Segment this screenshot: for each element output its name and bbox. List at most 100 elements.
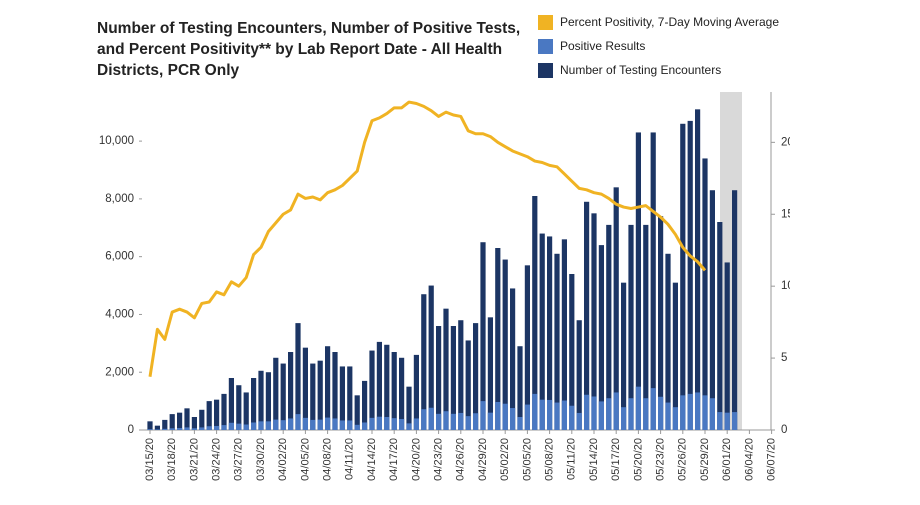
bar: [687, 120, 693, 430]
x-tick-label: 05/05/20: [521, 438, 533, 481]
x-tick-label: 06/07/20: [766, 438, 778, 481]
bar: [273, 357, 279, 430]
x-tick-label: 06/04/20: [743, 438, 755, 481]
bar: [362, 422, 368, 430]
x-tick-label: 04/14/20: [366, 438, 378, 481]
bar: [391, 352, 397, 430]
bar: [502, 403, 508, 430]
bar: [302, 347, 308, 430]
bar: [732, 190, 738, 430]
bar: [295, 414, 301, 430]
bar: [428, 285, 434, 430]
x-tick-label: 04/02/20: [277, 438, 289, 481]
bar: [325, 346, 331, 430]
bar: [310, 419, 316, 430]
bar: [332, 418, 338, 430]
x-tick-label: 03/21/20: [188, 438, 200, 481]
bar: [413, 418, 419, 430]
bar: [495, 248, 501, 430]
bar: [495, 401, 501, 430]
x-tick-label: 03/18/20: [166, 438, 178, 481]
x-tick-label: 06/01/20: [721, 438, 733, 481]
y-tick-label: 10,000: [99, 135, 134, 147]
bar: [635, 132, 641, 430]
bar: [280, 363, 286, 430]
bar: [643, 398, 649, 430]
bar: [584, 201, 590, 430]
bar: [695, 109, 701, 430]
bar: [443, 308, 449, 430]
bar: [184, 408, 190, 430]
bar: [724, 412, 730, 430]
legend-swatch: [538, 63, 553, 78]
bar: [561, 400, 567, 430]
bar: [162, 428, 168, 430]
bar: [702, 158, 708, 430]
chart-title: Number of Testing Encounters, Number of …: [97, 20, 521, 79]
y2-tick-label: 20: [781, 136, 790, 148]
bar: [524, 265, 530, 430]
bar: [147, 429, 153, 430]
bar: [369, 350, 375, 430]
bar: [347, 420, 353, 430]
bar: [450, 413, 456, 430]
bar: [347, 366, 353, 430]
bar: [258, 370, 264, 430]
x-tick-label: 05/23/20: [655, 438, 667, 481]
x-tick-label: 05/02/20: [499, 438, 511, 481]
y-tick-label: 8,000: [105, 193, 134, 205]
bar: [339, 420, 345, 430]
bar: [169, 428, 175, 430]
bar: [280, 420, 286, 430]
bar: [413, 354, 419, 430]
bar: [265, 421, 271, 430]
bar: [680, 123, 686, 431]
x-tick-label: 04/17/20: [388, 438, 400, 481]
legend-label: Positive Results: [560, 39, 645, 53]
bar: [339, 366, 345, 430]
x-tick-label: 03/27/20: [233, 438, 245, 481]
bar: [598, 401, 604, 430]
bar: [569, 274, 575, 430]
bar: [384, 344, 390, 430]
x-tick-label: 05/14/20: [588, 438, 600, 481]
bar: [621, 282, 627, 430]
bar: [228, 422, 234, 430]
bar: [502, 259, 508, 430]
y-tick-label: 4,000: [105, 308, 134, 320]
bar: [251, 378, 257, 430]
bar: [406, 423, 412, 430]
bar: [295, 323, 301, 430]
bar: [191, 428, 197, 430]
x-tick-label: 04/26/20: [455, 438, 467, 481]
x-tick-label: 04/23/20: [433, 438, 445, 481]
y2-tick-label: 5: [781, 352, 787, 364]
bar: [554, 402, 560, 430]
bar: [465, 416, 471, 430]
bar: [376, 416, 382, 430]
bar: [480, 401, 486, 430]
bar: [236, 423, 242, 430]
bar: [369, 417, 375, 430]
bar: [517, 346, 523, 430]
bar: [221, 393, 227, 430]
bar: [510, 408, 516, 430]
bar: [169, 414, 175, 430]
bar: [243, 424, 249, 430]
bar: [199, 409, 205, 430]
bar: [317, 419, 323, 430]
bar: [532, 196, 538, 430]
bar: [717, 412, 723, 430]
x-tick-label: 03/24/20: [211, 438, 223, 481]
bar: [317, 360, 323, 430]
bar: [650, 388, 656, 430]
y2-tick-label: 10: [781, 280, 790, 292]
bar: [561, 239, 567, 430]
line: [148, 100, 707, 378]
bar: [628, 224, 634, 430]
bar: [391, 418, 397, 430]
bar: [687, 393, 693, 430]
bar: [436, 326, 442, 430]
bar: [177, 412, 183, 430]
bar: [265, 372, 271, 430]
